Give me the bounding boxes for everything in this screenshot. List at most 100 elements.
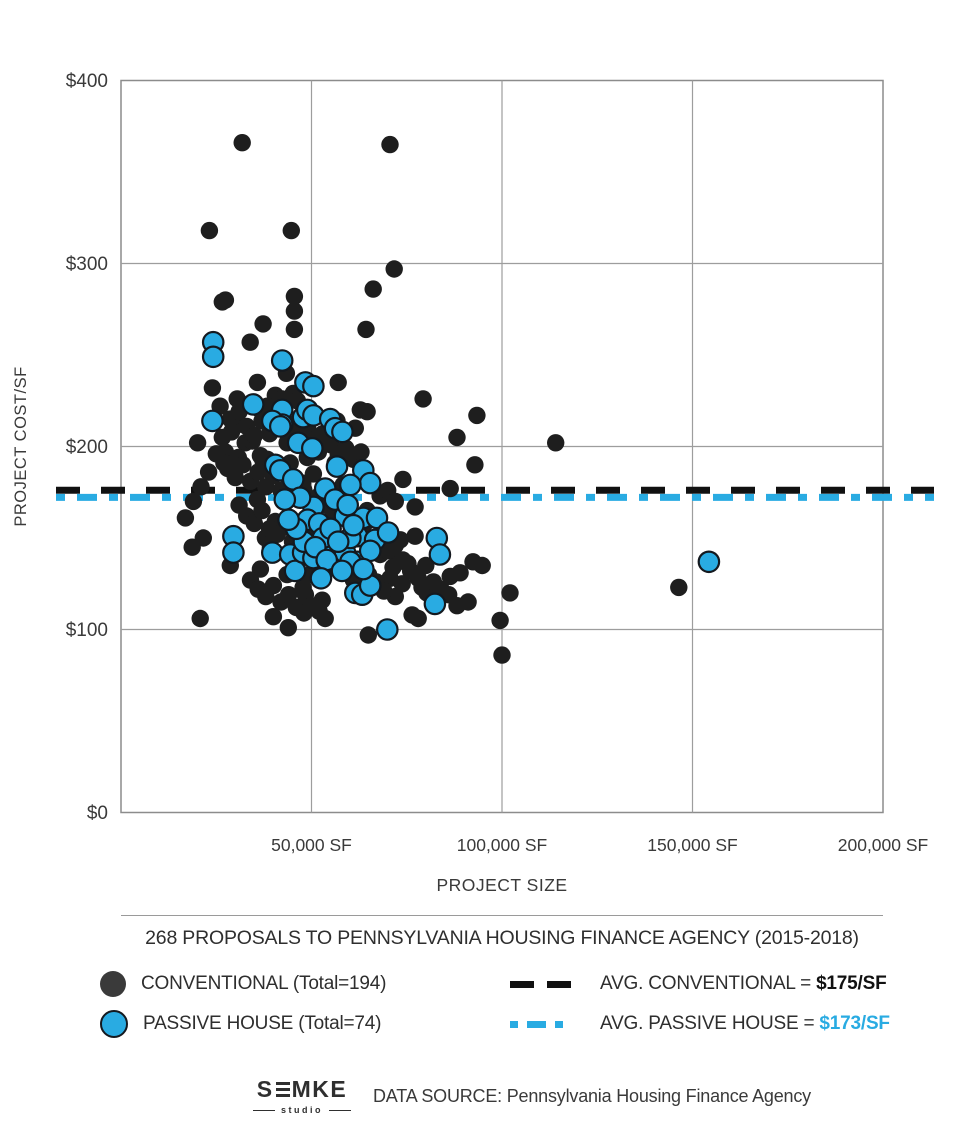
data-point-passive-house — [376, 521, 400, 544]
data-point-passive-house — [342, 513, 365, 537]
logo-letters-mke: MKE — [291, 1076, 348, 1102]
data-point-conventional — [670, 578, 688, 597]
data-point-conventional — [352, 443, 370, 461]
passive-house-dot-icon — [100, 1010, 128, 1038]
logo-letter-s: S — [256, 1076, 274, 1102]
data-point-passive-house — [358, 471, 382, 495]
scatter-chart: $0 $100 $200 $300 $400 50,000 SF 100,000 SF 150… — [12, 71, 934, 895]
data-point-conventional — [406, 498, 424, 516]
data-point-conventional — [183, 538, 201, 556]
avg-passive-house-value: $173/SF — [819, 1013, 890, 1034]
data-point-conventional — [414, 390, 432, 408]
data-point-passive-house — [201, 409, 224, 433]
data-point-conventional — [409, 609, 427, 628]
data-point-passive-house — [268, 415, 292, 438]
data-point-conventional — [248, 373, 267, 392]
data-point-conventional — [188, 434, 207, 452]
data-point-conventional — [241, 333, 259, 351]
data-point-conventional — [386, 492, 404, 511]
data-point-conventional — [282, 221, 300, 240]
data-point-conventional — [222, 423, 241, 441]
legend-series-column: CONVENTIONAL (Total=194) PASSIVE HOUSE (… — [100, 964, 510, 1044]
data-point-passive-house — [428, 543, 452, 566]
legend-item-passive-house: PASSIVE HOUSE (Total=74) — [100, 1004, 510, 1044]
data-point-conventional — [441, 479, 459, 498]
data-point-conventional — [192, 478, 210, 496]
data-point-conventional — [245, 514, 263, 533]
data-point-conventional — [279, 586, 298, 604]
data-point-conventional — [176, 509, 195, 527]
data-point-conventional — [466, 456, 484, 474]
x-tick-label: 50,000 SF — [271, 835, 352, 855]
y-tick-label: $100 — [66, 620, 108, 641]
avg-conventional-label: AVG. CONVENTIONAL = — [600, 973, 812, 994]
data-point-conventional — [406, 527, 424, 545]
legend-label-passive-house: PASSIVE HOUSE (Total=74) — [143, 1013, 382, 1034]
data-point-conventional — [459, 593, 477, 611]
data-point-passive-house — [351, 557, 375, 581]
data-point-conventional — [417, 556, 435, 575]
data-point-conventional — [501, 584, 519, 602]
data-source-text: DATA SOURCE: Pennsylvania Housing Financ… — [373, 1086, 811, 1106]
legend: CONVENTIONAL (Total=194) PASSIVE HOUSE (… — [100, 964, 960, 1044]
data-point-passive-house — [375, 618, 399, 641]
data-point-passive-house — [330, 559, 354, 583]
avg-passive-house-label: AVG. PASSIVE HOUSE = — [600, 1013, 815, 1034]
data-point-conventional — [264, 576, 283, 595]
data-point-conventional — [381, 135, 399, 154]
data-point-passive-house — [300, 436, 324, 460]
data-point-conventional — [251, 447, 270, 465]
data-point-conventional — [203, 379, 222, 397]
data-point-passive-house — [283, 559, 307, 583]
data-point-conventional — [393, 575, 411, 593]
data-point-conventional — [357, 320, 375, 339]
y-tick-label: $300 — [66, 254, 108, 275]
data-point-conventional — [264, 608, 283, 626]
data-point-conventional — [249, 463, 267, 481]
data-point-passive-house — [277, 508, 300, 531]
legend-item-avg-passive-house: AVG. PASSIVE HOUSE = $173/SF — [510, 1004, 890, 1044]
y-tick-label: $0 — [87, 803, 108, 824]
data-point-conventional — [491, 611, 509, 630]
data-point-passive-house — [302, 374, 325, 398]
data-point-conventional — [191, 609, 209, 628]
y-axis-title: PROJECT COST/SF — [12, 366, 30, 526]
data-point-conventional — [310, 602, 328, 620]
x-tick-label: 150,000 SF — [647, 835, 737, 855]
data-point-passive-house — [326, 530, 350, 553]
conventional-dot-icon — [100, 971, 126, 997]
data-point-passive-house — [697, 550, 721, 574]
data-point-passive-house — [270, 349, 294, 372]
data-point-conventional — [304, 465, 323, 483]
data-point-conventional — [359, 626, 377, 644]
data-point-conventional — [364, 280, 382, 298]
scatter-plot-svg: $0 $100 $200 $300 $400 50,000 SF 100,000 SF 150… — [12, 71, 934, 895]
divider — [121, 915, 883, 916]
data-point-conventional — [253, 501, 271, 520]
blue-dashed-line-icon — [510, 1020, 582, 1028]
data-point-conventional — [234, 456, 252, 474]
x-tick-label: 100,000 SF — [457, 835, 547, 855]
data-point-passive-house — [201, 345, 225, 369]
data-point-conventional — [385, 260, 403, 278]
data-point-conventional — [285, 320, 304, 339]
data-point-conventional — [329, 373, 347, 392]
data-point-passive-house — [325, 455, 349, 478]
x-tick-label: 200,000 SF — [838, 835, 928, 855]
data-point-conventional — [233, 134, 251, 152]
data-point-conventional — [358, 403, 376, 421]
data-point-conventional — [394, 470, 412, 489]
avg-conventional-value: $175/SF — [816, 973, 887, 994]
logo-subtitle: studio — [253, 1105, 351, 1115]
semke-studio-logo: S MKE studio — [253, 1078, 351, 1115]
data-point-conventional — [215, 454, 233, 472]
data-point-conventional — [279, 619, 297, 637]
x-axis-title: PROJECT SIZE — [436, 875, 567, 895]
data-point-conventional — [200, 221, 219, 240]
data-point-passive-house — [273, 488, 297, 511]
data-point-conventional — [254, 315, 272, 333]
data-point-conventional — [213, 293, 231, 311]
logo-subtitle-text: studio — [281, 1105, 323, 1115]
data-point-conventional — [451, 564, 469, 582]
logo-wordmark: S MKE — [257, 1078, 347, 1101]
